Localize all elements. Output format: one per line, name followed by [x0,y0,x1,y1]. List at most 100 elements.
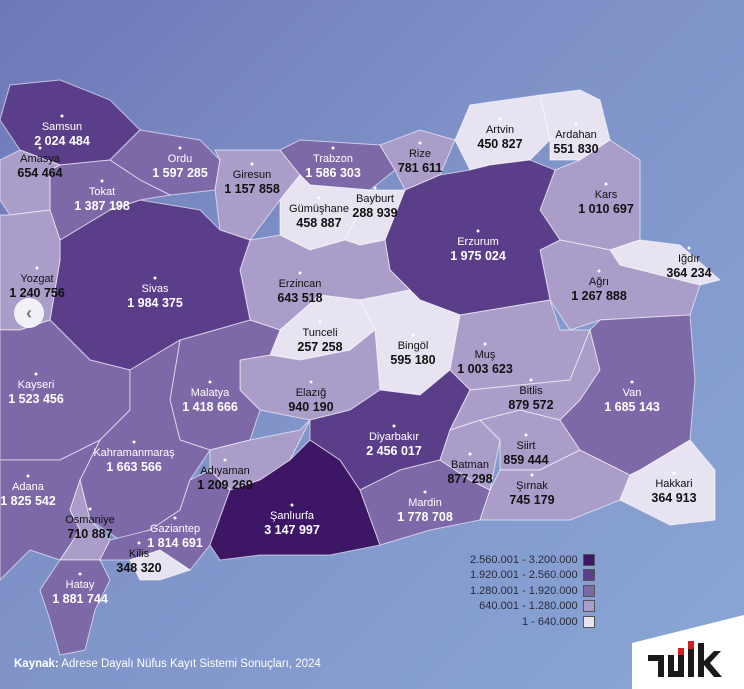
province-center-dot [173,516,177,520]
province-name: Erzurum [457,236,499,248]
province-name: Kayseri [18,379,55,391]
legend-label: 1 - 640.000 [522,615,578,628]
province-population: 348 320 [116,561,161,575]
legend-swatch [582,569,595,582]
legend: 2.560.001 - 3.200.000 1.920.001 - 2.560.0… [470,552,595,630]
province-name: Samsun [42,121,82,133]
province-center-dot [26,474,30,478]
province-center-dot [137,541,141,545]
province-population: 1 984 375 [127,296,183,310]
province-population: 3 147 997 [264,523,320,537]
source-note: Kaynak: Adrese Dayalı Nüfus Kayıt Sistem… [14,658,321,670]
province-population: 1 267 888 [571,289,627,303]
province-population: 595 180 [390,353,435,367]
province-name: Kahramanmaraş [93,447,175,459]
province-population: 1 778 708 [397,510,453,524]
province-center-dot [208,380,212,384]
province-center-dot [318,320,322,324]
province-name: Şanlıurfa [270,510,315,522]
province-name: Hatay [66,579,95,591]
province-center-dot [672,471,676,475]
legend-item: 1.280.001 - 1.920.000 [470,583,595,599]
province-population: 879 572 [508,398,553,412]
province-name: Sivas [142,283,169,295]
province-population: 859 444 [503,453,548,467]
province-population: 1 825 542 [0,494,56,508]
province-name: Hakkari [655,478,692,490]
province-hatay [39,559,111,656]
province-name: Gümüşhane [289,203,349,215]
province-population: 654 464 [17,166,62,180]
province-center-dot [373,186,377,190]
province-population: 450 827 [477,137,522,151]
province-name: Kilis [129,548,150,560]
province-amasya [0,149,62,216]
legend-label: 640.001 - 1.280.000 [479,600,578,613]
province-center-dot [34,372,38,376]
legend-item: 1.920.001 - 2.560.000 [470,568,595,584]
province-population: 2 456 017 [366,444,422,458]
province-center-dot [529,378,533,382]
province-population: 1 586 303 [305,166,361,180]
province-population: 364 234 [666,266,711,280]
province-name: Tokat [89,186,115,198]
province-name: Kars [595,189,618,201]
province-population: 1 209 269 [197,478,253,492]
province-center-dot [574,122,578,126]
legend-label: 2.560.001 - 3.200.000 [470,553,578,566]
legend-item: 1 - 640.000 [470,614,595,630]
province-center-dot [498,117,502,121]
province-center-dot [331,146,335,150]
province-center-dot [524,433,528,437]
province-center-dot [483,342,487,346]
province-population: 1 387 198 [74,199,130,213]
province-center-dot [100,179,104,183]
province-name: Amasya [20,153,61,165]
province-center-dot [468,452,472,456]
source-prefix: Kaynak: [14,658,59,670]
province-name: Yozgat [20,273,53,285]
province-center-dot [290,503,294,507]
province-population: 551 830 [553,142,598,156]
province-center-dot [78,572,82,576]
province-name: Muş [475,349,496,361]
province-name: Van [623,387,642,399]
province-center-dot [223,458,227,462]
province-center-dot [423,490,427,494]
province-name: Trabzon [313,153,353,165]
province-center-dot [687,246,691,250]
province-center-dot [411,333,415,337]
province-center-dot [418,141,422,145]
province-population: 1 523 456 [8,392,64,406]
legend-label: 1.920.001 - 2.560.000 [470,569,578,582]
province-name: Batman [451,459,489,471]
province-population: 745 179 [509,493,554,507]
province-name: Bitlis [519,385,543,397]
legend-item: 640.001 - 1.280.000 [470,599,595,615]
province-center-dot [60,114,64,118]
province-population: 643 518 [277,291,322,305]
province-name: Siirt [517,440,536,452]
legend-item: 2.560.001 - 3.200.000 [470,552,595,568]
province-agr [539,239,701,331]
province-population: 257 258 [297,340,342,354]
previous-button[interactable]: ‹ [14,298,44,328]
province-name: Gaziantep [150,523,200,535]
province-name: Mardin [408,497,442,509]
province-population: 1 663 566 [106,460,162,474]
province-name: Rize [409,148,431,160]
province-center-dot [476,229,480,233]
province-center-dot [309,380,313,384]
province-population: 288 939 [352,206,397,220]
province-name: Erzincan [279,278,322,290]
legend-swatch [582,600,595,613]
province-name: Osmaniye [65,514,115,526]
province-name: Diyarbakır [369,431,419,443]
province-population: 1 597 285 [152,166,208,180]
province-kilis [129,549,192,581]
province-name: Adıyaman [200,465,250,477]
province-name: Elazığ [296,387,327,399]
province-center-dot [298,271,302,275]
province-name: Giresun [233,169,272,181]
legend-swatch [582,615,595,628]
